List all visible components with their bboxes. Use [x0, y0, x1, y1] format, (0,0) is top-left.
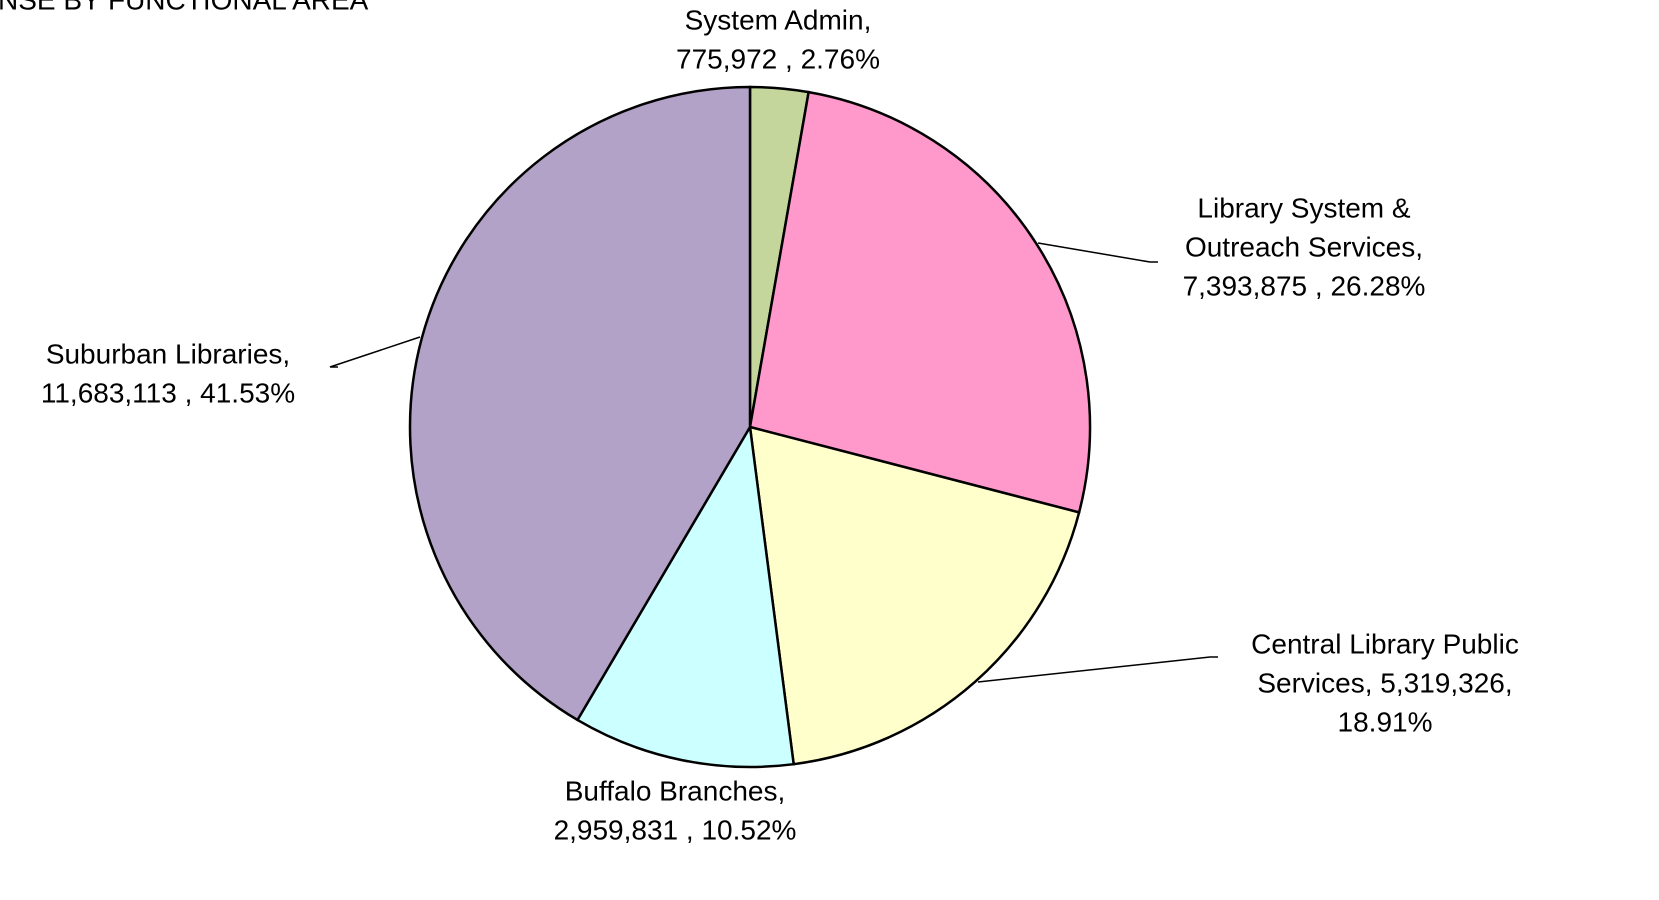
leader-line — [329, 336, 421, 368]
data-label: 7,393,875 , 26.28% — [1183, 270, 1426, 301]
data-label: Buffalo Branches, — [565, 775, 786, 806]
chart-title: NSE BY FUNCTIONAL AREA — [0, 0, 369, 15]
data-label: 775,972 , 2.76% — [676, 43, 880, 74]
data-label: Library System & — [1197, 192, 1410, 223]
pie-slice — [575, 423, 796, 769]
pie-slice — [748, 425, 1081, 766]
pie-slice — [748, 90, 1092, 514]
data-label: Outreach Services, — [1185, 231, 1423, 262]
leader-line — [1037, 242, 1158, 263]
data-label: 18.91% — [1338, 706, 1433, 737]
data-label: 11,683,113 , 41.53% — [41, 377, 295, 408]
data-label: Services, 5,319,326, — [1257, 667, 1512, 698]
data-label: Central Library Public — [1251, 628, 1519, 659]
data-label: System Admin, — [685, 4, 872, 35]
leader-line — [977, 656, 1218, 683]
pie-slice — [408, 85, 752, 722]
data-label: 2,959,831 , 10.52% — [554, 814, 797, 845]
data-label: Suburban Libraries, — [46, 338, 290, 369]
